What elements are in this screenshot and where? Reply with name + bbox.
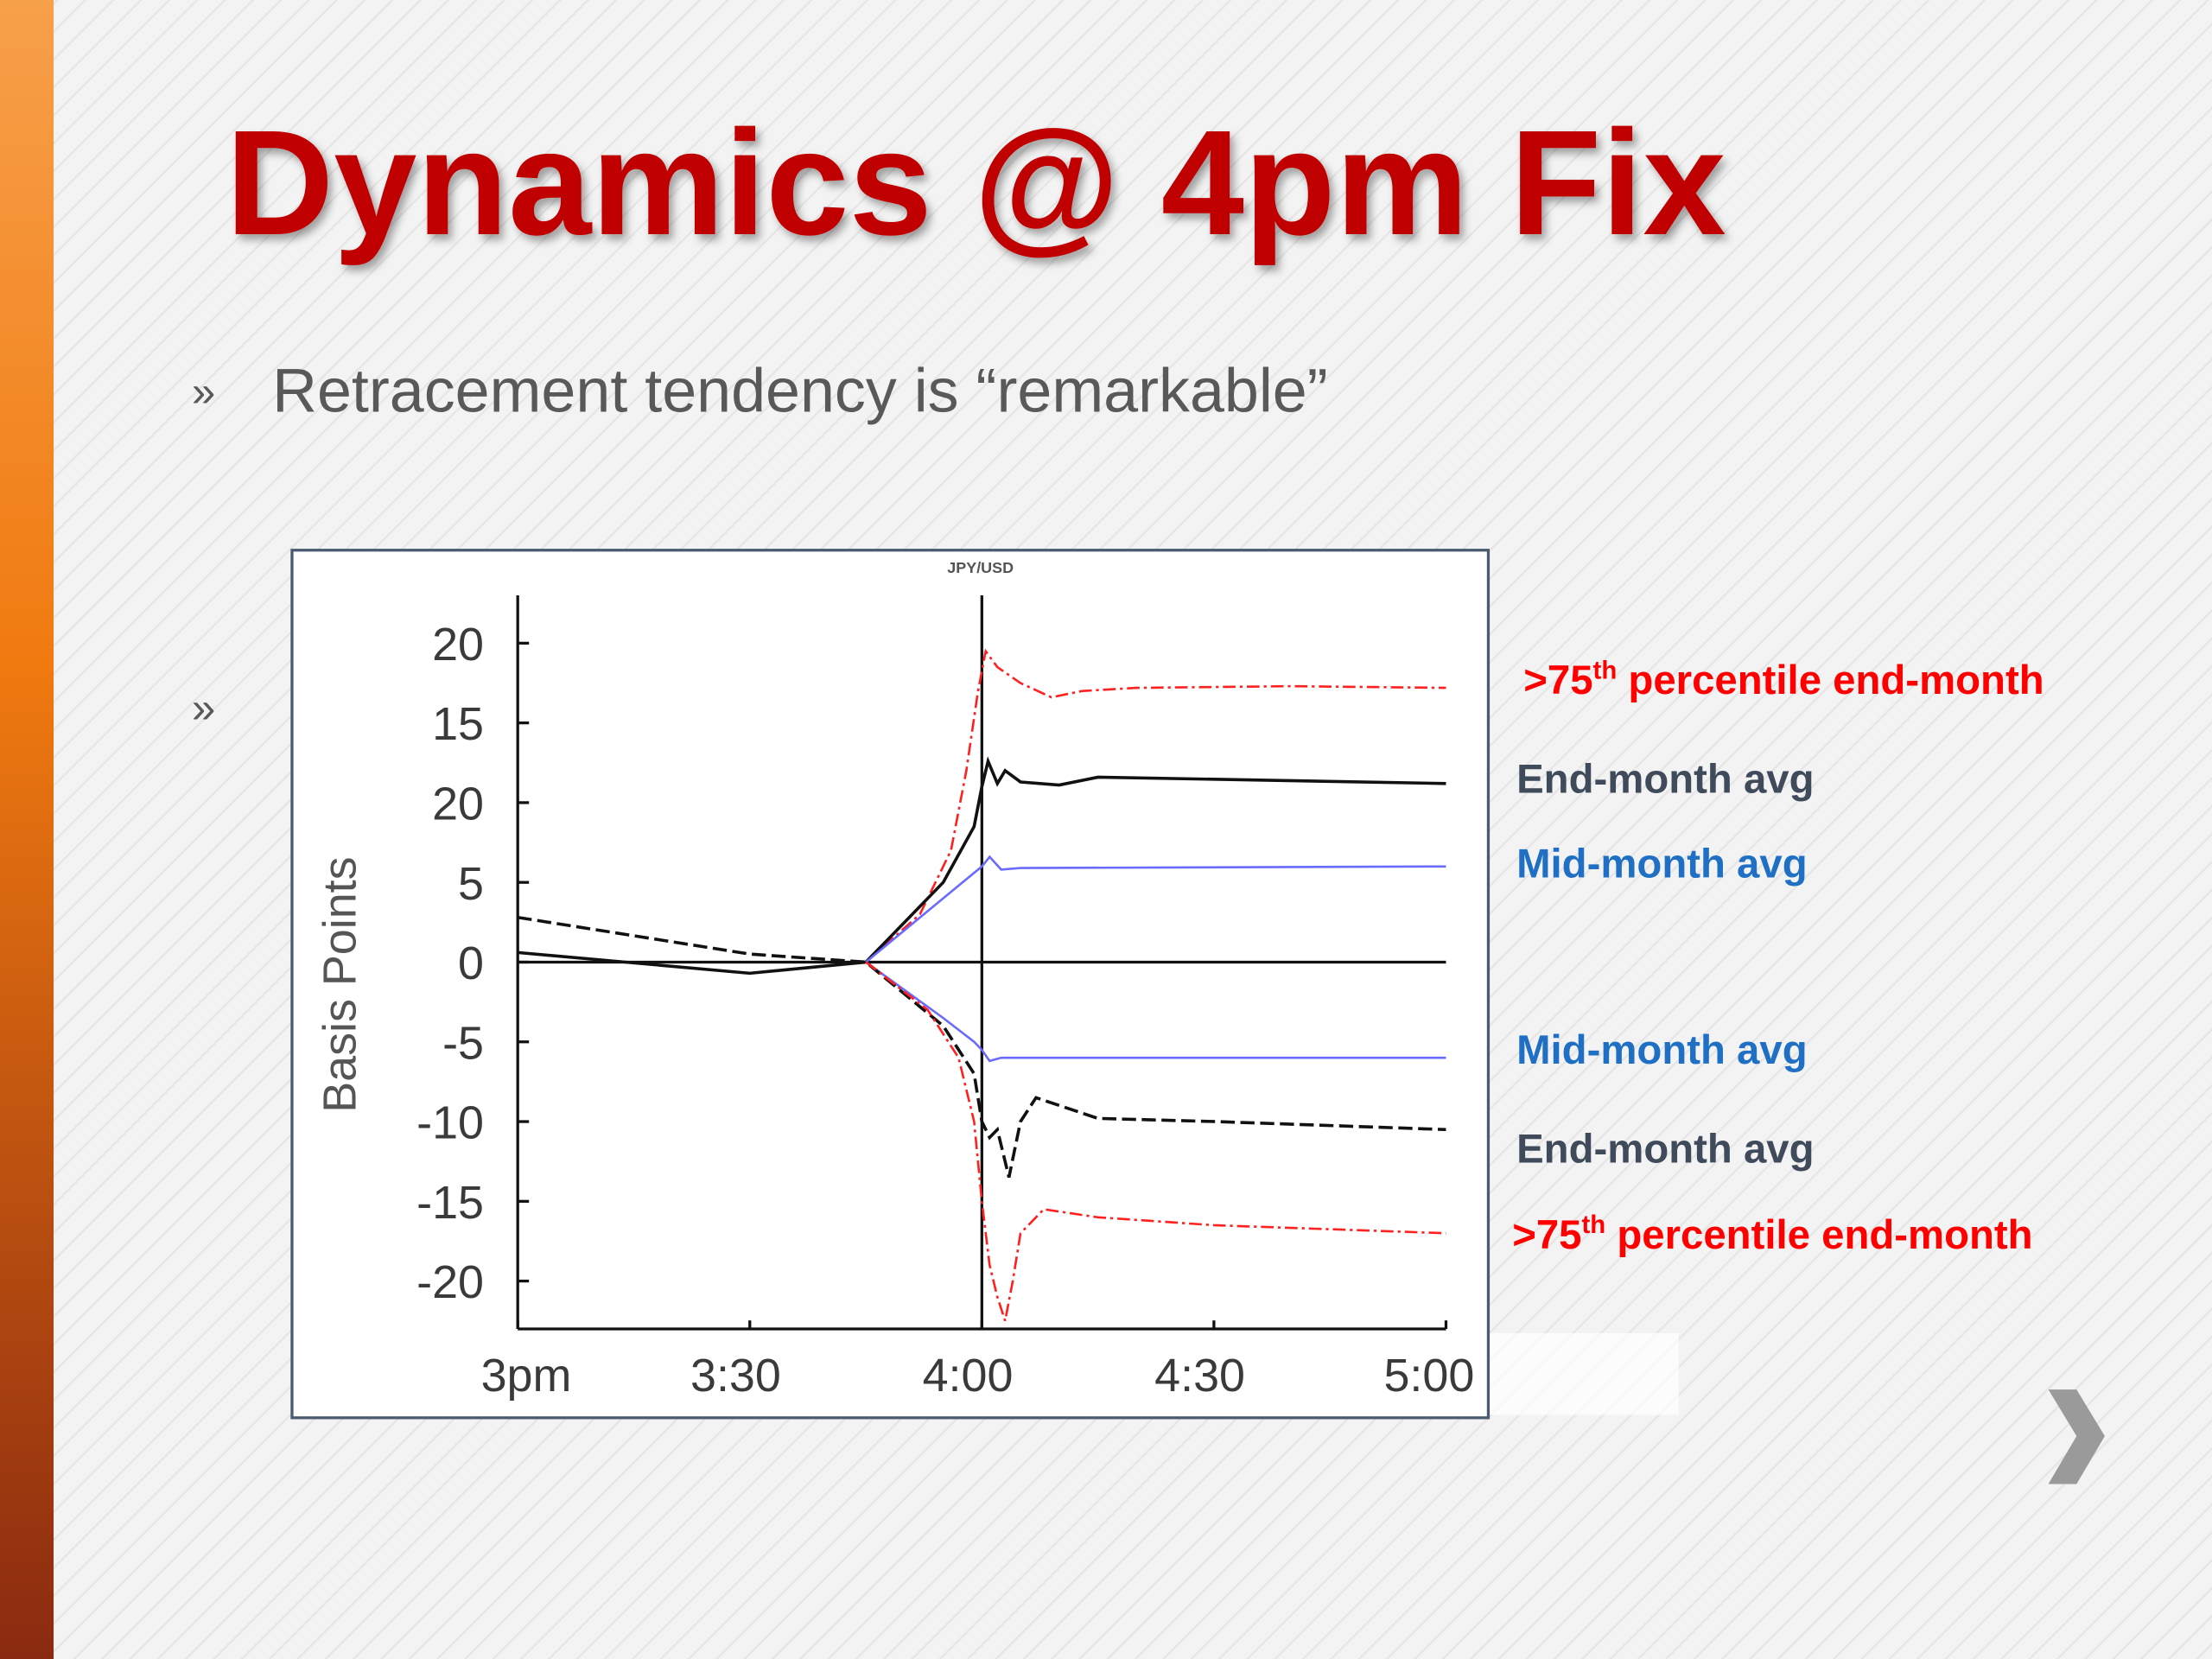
x-tick-label: 5:00	[1383, 1350, 1474, 1402]
y-tick-label: -15	[416, 1177, 484, 1229]
legend-label: End-month avg	[1516, 1126, 1814, 1172]
x-tick-label: 3pm	[481, 1350, 572, 1402]
y-axis-label: Basis Points	[314, 856, 365, 1112]
bullet-marker: »	[192, 685, 215, 732]
y-tick-label: 0	[458, 938, 484, 989]
y-tick-label: -20	[416, 1256, 484, 1308]
y-tick-label: 15	[432, 698, 484, 750]
x-tick-label: 4:00	[923, 1350, 1014, 1402]
series-line	[865, 961, 1446, 1063]
plot: 20 15 20 5 0 -5 -10 -15 -20 3pm 3:30 4:00 4:30 5:00	[416, 594, 1474, 1402]
legend-label: >75th percentile end-month	[1512, 1211, 2032, 1258]
y-tick-label: 20	[432, 619, 484, 671]
next-chevron[interactable]	[2048, 1389, 2105, 1484]
slide-title: Dynamics @ 4pm Fix	[226, 99, 1726, 266]
bullet-marker: »	[192, 369, 215, 416]
x-tick-label: 4:30	[1154, 1350, 1245, 1402]
sidebar	[0, 0, 54, 1659]
y-tick-label: 20	[432, 779, 484, 830]
bullet-text: Retracement tendency is “remarkable”	[272, 357, 1328, 426]
series-line	[865, 855, 1446, 963]
legend-label: End-month avg	[1516, 757, 1814, 803]
x-tick-label: 3:30	[690, 1350, 781, 1402]
y-tick-label: -5	[442, 1017, 484, 1069]
image-backing	[1481, 1332, 1679, 1415]
series-line	[517, 915, 1446, 1179]
y-tick-label: -10	[416, 1097, 484, 1149]
legend-label: Mid-month avg	[1516, 1027, 1808, 1073]
y-tick-label: 5	[458, 858, 484, 910]
legend-label: Mid-month avg	[1516, 842, 1808, 887]
series-line	[865, 648, 1446, 963]
legend-label: >75th percentile end-month	[1523, 656, 2044, 703]
series-line	[865, 961, 1446, 1322]
chart-title: JPY/USD	[947, 559, 1014, 576]
